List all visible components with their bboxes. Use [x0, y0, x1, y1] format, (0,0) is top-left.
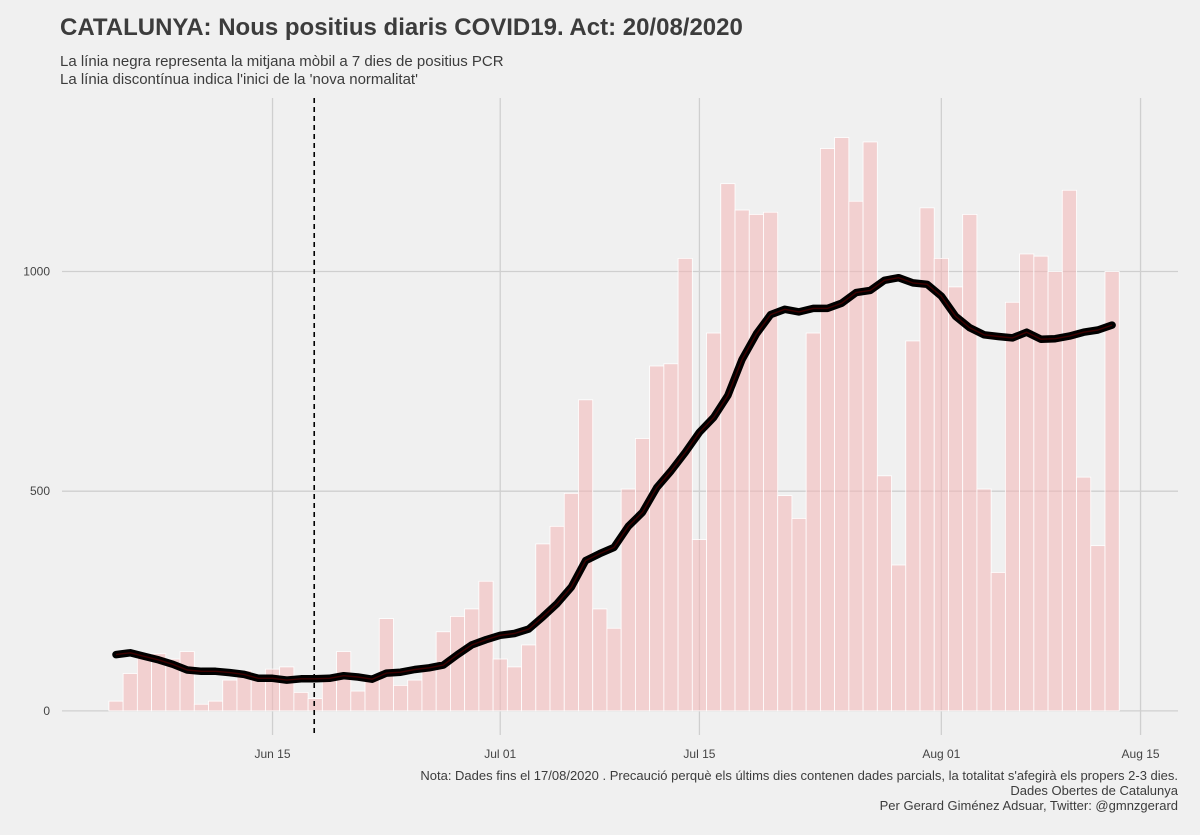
bar: [250, 677, 266, 712]
bar: [1104, 271, 1120, 712]
bar: [222, 679, 238, 712]
bar: [492, 658, 508, 712]
bar: [350, 690, 366, 712]
bar: [948, 286, 964, 712]
x-tick-label: Jul 01: [484, 747, 516, 761]
y-tick-label: 0: [43, 704, 50, 718]
bar: [407, 679, 423, 712]
bar: [649, 365, 665, 712]
bar: [862, 141, 878, 712]
bar: [521, 644, 537, 712]
caption-author: Per Gerard Giménez Adsuar, Twitter: @gmn…: [879, 798, 1178, 813]
bar: [848, 200, 864, 712]
bar: [506, 666, 522, 712]
chart-subtitle-line-2: La línia discontínua indica l'inici de l…: [60, 71, 418, 88]
y-tick-label: 500: [30, 484, 50, 498]
moving-average-series: [112, 273, 1116, 684]
bar: [378, 618, 394, 712]
bar: [1019, 253, 1035, 712]
bar: [834, 137, 850, 712]
moving-average-line-highlight: [115, 277, 1113, 681]
chart-title: CATALUNYA: Nous positius diaris COVID19.…: [60, 14, 743, 41]
bar: [748, 214, 764, 712]
bar: [606, 627, 622, 712]
bar: [208, 700, 224, 712]
bar: [136, 657, 152, 712]
bar: [1033, 255, 1049, 712]
bar: [393, 684, 409, 712]
bar: [336, 651, 352, 712]
caption-source: Dades Obertes de Catalunya: [1010, 783, 1178, 798]
bar: [706, 332, 722, 712]
bar: [1061, 189, 1077, 712]
bar: [677, 257, 693, 712]
bar: [592, 608, 608, 712]
bar: [464, 608, 480, 712]
bar: [193, 703, 209, 712]
bar: [535, 543, 551, 712]
bar: [691, 539, 707, 712]
bar: [791, 518, 807, 712]
bar: [876, 475, 892, 712]
bar: [990, 572, 1006, 712]
axis-labels: 0 500 1000 Jun 15 Jul 01 Jul 15 Aug 01 Aug 15: [23, 265, 1160, 761]
bar: [563, 492, 579, 712]
bar: [634, 438, 651, 712]
bar: [1090, 545, 1106, 712]
bar: [962, 214, 978, 712]
x-tick-label: Aug 15: [1122, 747, 1160, 761]
bar: [891, 564, 907, 712]
x-tick-label: Aug 01: [922, 747, 960, 761]
chart-subtitle-line-1: La línia negra representa la mitjana mòb…: [60, 53, 504, 70]
bar: [122, 673, 138, 712]
daily-positive-bars: [108, 137, 1120, 712]
bar: [549, 525, 565, 712]
bar: [421, 666, 437, 712]
bar: [805, 332, 821, 712]
bar: [108, 700, 124, 712]
bar: [905, 340, 921, 712]
bar: [663, 363, 679, 712]
bar: [734, 209, 750, 712]
x-tick-label: Jul 15: [683, 747, 715, 761]
bar: [819, 148, 836, 712]
bar: [976, 488, 992, 712]
bar: [1076, 476, 1092, 712]
bar: [1004, 301, 1021, 712]
bar: [478, 580, 494, 712]
bar: [720, 183, 736, 712]
bar: [777, 495, 793, 712]
x-tick-label: Jun 15: [255, 747, 291, 761]
bar: [279, 666, 295, 712]
bar: [293, 691, 309, 712]
y-tick-label: 1000: [23, 265, 50, 279]
caption-note: Nota: Dades fins el 17/08/2020 . Precauc…: [420, 768, 1178, 783]
bar: [933, 257, 949, 712]
bar: [763, 211, 779, 712]
bar: [179, 651, 195, 712]
bar: [307, 698, 323, 712]
bar: [450, 615, 466, 712]
bar: [435, 631, 451, 712]
bar: [321, 679, 337, 712]
